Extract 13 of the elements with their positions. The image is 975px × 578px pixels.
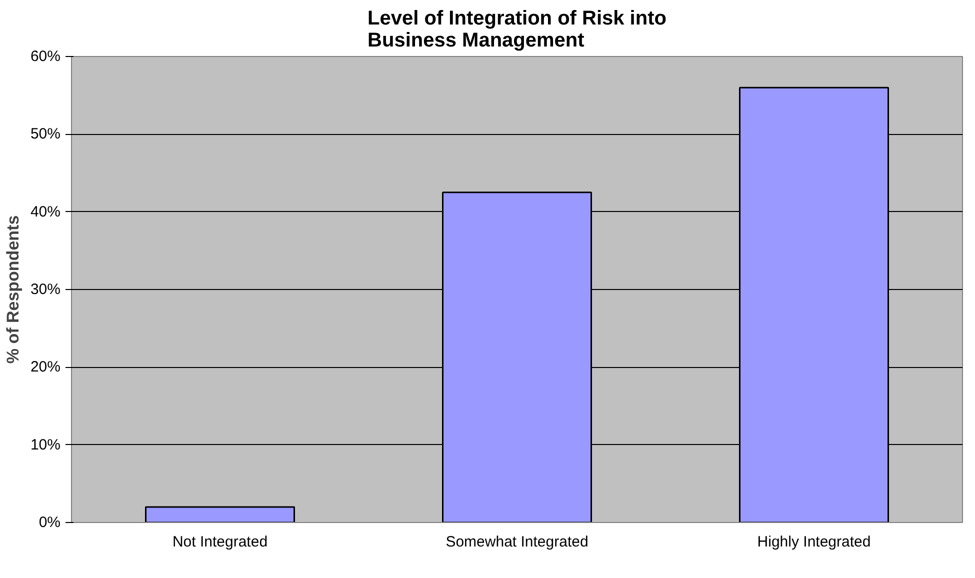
- bar: [145, 506, 295, 522]
- x-tick-label: Somewhat Integrated: [446, 534, 588, 550]
- y-tick-label: 20%: [30, 358, 61, 376]
- y-tick-label: 50%: [30, 126, 61, 143]
- chart-title: Level of Integration of Risk into Business Management: [368, 8, 666, 52]
- y-tick-label: 60%: [30, 48, 61, 65]
- x-tick-label: Highly Integrated: [757, 534, 871, 550]
- y-tick-label: 30%: [30, 281, 61, 298]
- y-tick-label: 10%: [30, 436, 61, 454]
- y-axis-title: % of Respondents: [3, 215, 22, 364]
- x-tick-label: Not Integrated: [172, 534, 268, 550]
- y-tick-label: 40%: [30, 203, 61, 220]
- y-tick-label: 0%: [38, 514, 61, 531]
